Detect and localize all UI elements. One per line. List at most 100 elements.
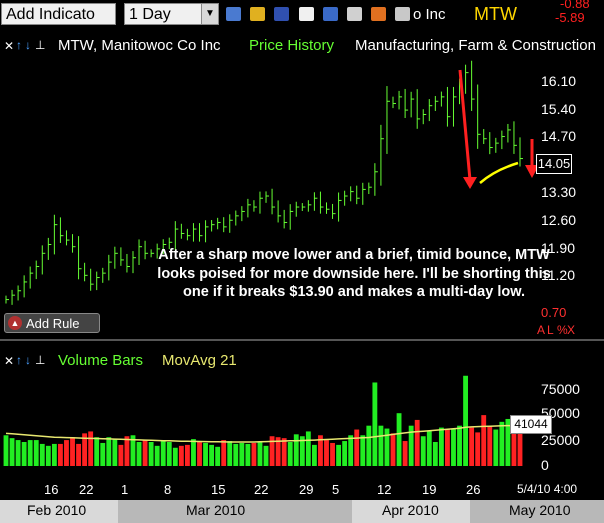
red-arrow-1-head (463, 177, 477, 189)
month-label: May 2010 (509, 502, 571, 518)
mail-icon[interactable] (299, 7, 314, 21)
volume-tick: 25000 (541, 432, 580, 448)
price-tick: 11.20 (541, 267, 575, 283)
volume-bar (287, 442, 293, 466)
moving-average-title: MovAvg 21 (162, 352, 237, 369)
close-icon[interactable]: ✕ (4, 39, 15, 53)
volume-bar (245, 443, 251, 466)
log-toggle[interactable]: L (547, 323, 554, 337)
annotation-text: After a sharp move lower and a brief, ti… (157, 247, 551, 300)
panel-divider[interactable] (0, 339, 604, 341)
volume-bar (148, 442, 154, 466)
date-tick: 1 (121, 482, 129, 497)
print-icon[interactable] (395, 7, 410, 21)
volume-bar (499, 421, 505, 466)
volume-bar (3, 435, 9, 466)
date-tick: 16 (44, 482, 59, 497)
volume-bar (457, 425, 462, 466)
price-bars (5, 60, 523, 305)
volume-bar (426, 430, 432, 466)
volume-bar (342, 441, 348, 466)
volume-bar (402, 441, 408, 466)
move-up-icon[interactable]: ↑ (16, 38, 22, 52)
volume-move-down-icon[interactable]: ↓ (25, 353, 31, 367)
volume-close-icon[interactable]: ✕ (4, 354, 15, 368)
volume-bar (64, 440, 69, 466)
volume-bar (293, 434, 299, 466)
red-arrow-2-head (525, 165, 539, 178)
volume-chart[interactable] (0, 370, 604, 475)
volume-bar (70, 437, 75, 466)
bounce-curve (479, 161, 519, 184)
volume-bar (487, 425, 493, 466)
volume-bar (360, 435, 366, 466)
volume-bar (227, 441, 233, 466)
study-title: Price History (249, 37, 335, 54)
volume-bar (239, 442, 245, 466)
volume-bar (275, 437, 281, 466)
volume-bar (372, 382, 378, 466)
volume-bar (263, 445, 269, 466)
volume-bar (154, 445, 160, 466)
volume-bar (408, 425, 414, 466)
volume-bar (124, 436, 130, 466)
volume-bar (191, 439, 196, 466)
volume-bar (354, 429, 360, 466)
help-icon[interactable] (347, 7, 362, 21)
add-rule-button[interactable]: ▲ Add Rule (4, 313, 100, 333)
month-label: Mar 2010 (186, 502, 246, 518)
price-chart[interactable] (0, 55, 604, 340)
add-indicator-field[interactable]: Add Indicato (1, 3, 116, 25)
price-tick: 15.40 (541, 101, 577, 117)
volume-bar (348, 435, 354, 466)
volume-bar (469, 427, 475, 466)
volume-move-up-icon[interactable]: ↑ (16, 353, 22, 367)
pencil-icon[interactable] (323, 7, 338, 21)
percent-toggle[interactable]: % (557, 323, 568, 337)
volume-bar (39, 443, 45, 466)
red-arrow-1 (458, 69, 472, 181)
volume-bar (390, 433, 396, 466)
volume-bar (45, 445, 51, 466)
volume-bar (100, 442, 106, 466)
volume-bar (305, 431, 311, 466)
move-down-icon[interactable]: ↓ (25, 38, 31, 52)
symbol-field[interactable]: MTW (474, 4, 517, 24)
volume-bar (27, 440, 33, 466)
tools-icon[interactable] (371, 7, 386, 21)
volume-bar (58, 443, 63, 466)
volume-bar (197, 441, 202, 466)
scale-value: 0.70 (541, 305, 567, 320)
volume-bar (221, 440, 227, 466)
close-panel-toggle[interactable]: X (567, 323, 576, 337)
interval-dropdown-button[interactable]: ▼ (201, 3, 219, 25)
price-tick: 14.70 (541, 128, 577, 144)
volume-bar (396, 413, 402, 466)
date-tick: 5 (332, 482, 340, 497)
arrows (458, 69, 539, 189)
month-label: Feb 2010 (27, 502, 87, 518)
volume-minimize-icon[interactable]: ⊥ (35, 353, 46, 367)
price-tick: 16.10 (541, 73, 577, 89)
lock-icon[interactable] (250, 7, 265, 21)
volume-bar (463, 375, 468, 466)
interval-label: 1 Day (129, 6, 171, 23)
volume-bar (203, 442, 208, 466)
volume-bar (281, 438, 287, 466)
date-tick: 15 (211, 482, 226, 497)
company-title: MTW, Manitowoc Co Inc (58, 37, 221, 54)
volume-bar (118, 444, 124, 466)
volume-bar (106, 437, 112, 466)
volume-bar (475, 432, 481, 466)
volume-bar (136, 442, 142, 466)
save-icon[interactable] (274, 7, 289, 21)
minimize-icon[interactable]: ⊥ (35, 38, 46, 52)
arithmetic-toggle[interactable]: A (537, 323, 546, 337)
volume-bar (493, 429, 499, 466)
date-tick: 8 (164, 482, 172, 497)
price-tick: 13.30 (541, 184, 577, 200)
calculator-icon[interactable] (226, 7, 241, 21)
volume-bar (330, 442, 335, 466)
interval-select[interactable]: 1 Day (124, 3, 202, 25)
volume-bar (94, 437, 100, 466)
